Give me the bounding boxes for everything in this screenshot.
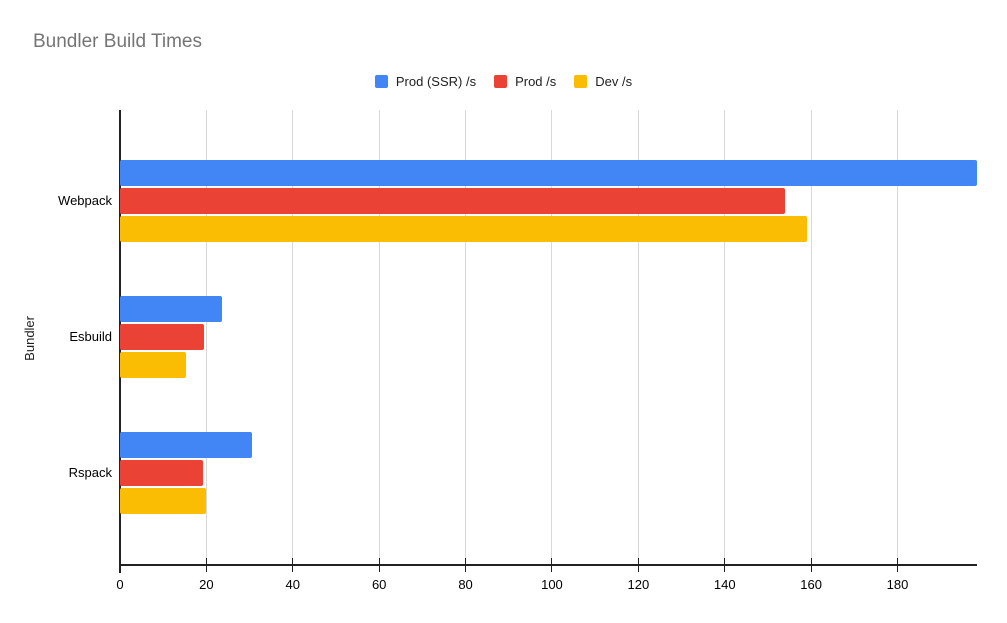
bar-rspack-dev-s[interactable] [120,488,206,514]
category-label-rspack: Rspack [68,465,112,480]
legend-swatch-dev-s [574,75,588,88]
x-axis-tick-160 [810,558,812,572]
x-axis-tick-80 [465,558,467,572]
bar-webpack-prod-s[interactable] [120,188,786,214]
gridline-80 [465,110,467,566]
gridline-140 [724,110,726,566]
plot-area [119,110,977,573]
x-axis-tick-label-20: 20 [199,577,214,592]
gridline-40 [292,110,294,566]
chart-title: Bundler Build Times [33,31,202,52]
x-axis-tick-120 [637,558,639,572]
x-axis-tick-180 [897,558,899,572]
category-label-webpack: Webpack [58,193,112,208]
gridline-60 [378,110,380,566]
chart-legend: Prod (SSR) /s Prod /s Dev /s [0,74,1007,89]
x-axis-tick-20 [205,558,207,572]
bar-esbuild-prod-s[interactable] [120,324,205,350]
x-axis-tick-label-160: 160 [800,577,822,592]
x-axis-tick-60 [378,558,380,572]
gridline-180 [897,110,899,566]
legend-label-dev-s: Dev /s [595,74,633,89]
legend-label-prod-s: Prod /s [515,74,557,89]
x-axis-tick-label-140: 140 [713,577,736,592]
category-label-esbuild: Esbuild [69,329,112,344]
bar-esbuild-dev-s[interactable] [120,352,187,378]
legend-label-prod-ssr-s: Prod (SSR) /s [395,74,477,89]
bar-rspack-prod-s[interactable] [120,460,203,486]
bar-rspack-prod-ssr-s[interactable] [120,432,252,458]
gridline-160 [810,110,812,566]
x-axis-tick-label-120: 120 [627,577,650,592]
legend-item-dev-s[interactable]: Dev /s [574,74,632,89]
gridline-120 [637,110,639,566]
x-axis-tick-label-80: 80 [458,577,473,592]
x-axis-tick-label-0: 0 [116,577,124,592]
legend-swatch-prod-ssr-s [374,75,388,88]
x-axis-tick-label-60: 60 [371,577,387,592]
bar-esbuild-prod-ssr-s[interactable] [120,296,222,322]
legend-item-prod-ssr-s[interactable]: Prod (SSR) /s [374,74,477,89]
x-axis-tick-40 [292,558,294,572]
x-axis-tick-100 [551,558,553,572]
x-axis-line [120,564,977,566]
x-axis-tick-0 [119,558,121,572]
legend-swatch-prod-s [494,75,508,88]
x-axis-tick-140 [724,558,726,572]
x-axis-tick-label-100: 100 [541,577,563,592]
gridline-20 [205,110,207,566]
bar-webpack-prod-ssr-s[interactable] [120,160,977,186]
x-axis-tick-label-180: 180 [886,577,909,592]
gridline-100 [551,110,553,566]
bar-webpack-dev-s[interactable] [120,216,807,242]
legend-item-prod-s[interactable]: Prod /s [494,74,556,89]
x-axis-tick-label-40: 40 [285,577,301,592]
